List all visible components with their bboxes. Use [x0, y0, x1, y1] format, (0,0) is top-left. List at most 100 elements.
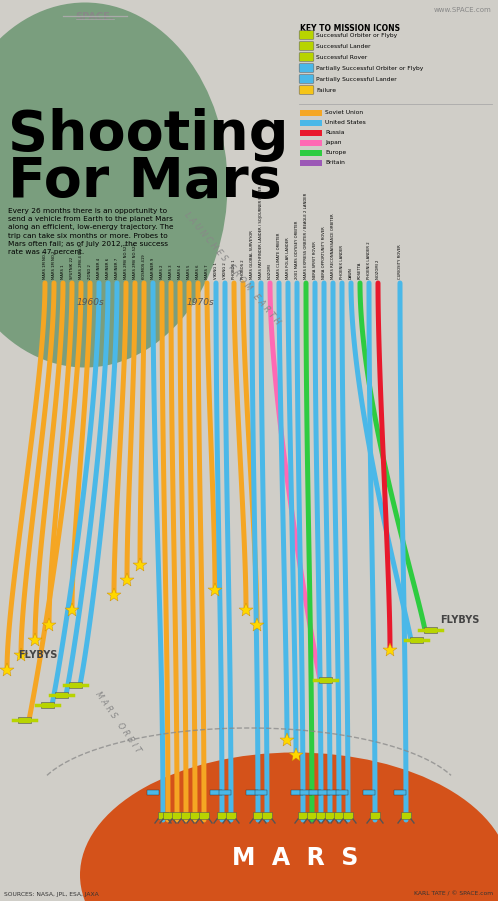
Bar: [309, 790, 321, 795]
Text: MARS 2MV-4 NO.1: MARS 2MV-4 NO.1: [79, 244, 83, 279]
Text: NOZOMI: NOZOMI: [268, 263, 272, 279]
Text: Successful Lander: Successful Lander: [316, 44, 371, 49]
Text: MARS 6: MARS 6: [196, 265, 200, 279]
Text: KARL TATE / © SPACE.com: KARL TATE / © SPACE.com: [414, 892, 493, 897]
Text: MARS 3: MARS 3: [169, 265, 173, 279]
Bar: [325, 812, 335, 819]
Bar: [334, 812, 344, 819]
Text: MARS RECONNAISSANCE ORBITER: MARS RECONNAISSANCE ORBITER: [331, 214, 335, 279]
Bar: [17, 717, 30, 723]
Text: DAWN: DAWN: [349, 268, 353, 279]
Text: Soviet Union: Soviet Union: [325, 110, 363, 115]
Bar: [253, 812, 263, 819]
Text: Successful Orbiter or Flyby: Successful Orbiter or Flyby: [316, 33, 397, 38]
Bar: [163, 812, 173, 819]
Bar: [318, 790, 330, 795]
Text: MARS 2: MARS 2: [160, 265, 164, 279]
Text: PHOBOS 2: PHOBOS 2: [241, 259, 245, 279]
Text: MARS 2MV NO.521: MARS 2MV NO.521: [124, 243, 128, 279]
Text: www.SPACE.com: www.SPACE.com: [433, 7, 491, 13]
Bar: [300, 160, 322, 166]
Text: MARS 1: MARS 1: [61, 265, 65, 279]
Text: NERA SPIRIT ROVER: NERA SPIRIT ROVER: [313, 241, 317, 279]
Text: Shooting: Shooting: [8, 108, 288, 162]
Bar: [181, 812, 191, 819]
Bar: [199, 812, 209, 819]
Bar: [210, 790, 222, 795]
Text: MARS GLOBAL SURVEYOR: MARS GLOBAL SURVEYOR: [250, 230, 254, 279]
Bar: [300, 110, 322, 115]
Text: PHOENIX LANDER 2: PHOENIX LANDER 2: [367, 241, 371, 279]
Text: MARS 1M NO.1: MARS 1M NO.1: [43, 250, 47, 279]
Text: United States: United States: [325, 121, 366, 125]
Bar: [336, 790, 348, 795]
Text: PHOENIX LANDER: PHOENIX LANDER: [340, 245, 344, 279]
Text: MARINER 6: MARINER 6: [106, 258, 110, 279]
Bar: [394, 790, 406, 795]
Text: M  A  R  S: M A R S: [232, 846, 358, 870]
Text: PHOBOS 1: PHOBOS 1: [232, 259, 236, 279]
FancyBboxPatch shape: [299, 86, 314, 95]
Bar: [190, 812, 200, 819]
Bar: [54, 692, 68, 698]
Text: NOZOMI 2: NOZOMI 2: [376, 259, 380, 279]
Text: SOURCES: NASA, JPL, ESA, JAXA: SOURCES: NASA, JPL, ESA, JAXA: [4, 892, 99, 897]
Bar: [246, 790, 258, 795]
Text: VIKING 2: VIKING 2: [223, 262, 227, 279]
Text: Every 26 months there is an opportunity to
send a vehicle from Earth to the plan: Every 26 months there is an opportunity …: [8, 208, 173, 255]
Text: For Mars: For Mars: [8, 155, 282, 209]
Text: M A R S   O R B I T: M A R S O R B I T: [94, 690, 142, 754]
Text: ROSETTA: ROSETTA: [358, 261, 362, 279]
Text: Europe: Europe: [325, 150, 346, 155]
Text: L A U N C H E S   F R O M   E A R T H: L A U N C H E S F R O M E A R T H: [182, 210, 282, 326]
Text: VIKING 1: VIKING 1: [214, 262, 218, 279]
Bar: [423, 627, 437, 633]
Text: MARS EXPRESS ORBITER / BEAGLE 2 LANDER: MARS EXPRESS ORBITER / BEAGLE 2 LANDER: [304, 193, 308, 279]
Bar: [255, 790, 267, 795]
Ellipse shape: [0, 3, 228, 368]
Bar: [409, 637, 422, 643]
Text: MARS 4: MARS 4: [178, 265, 182, 279]
Text: 1960s: 1960s: [76, 298, 104, 307]
Bar: [40, 702, 53, 708]
Text: Britain: Britain: [325, 160, 345, 165]
Bar: [300, 790, 312, 795]
Bar: [401, 812, 411, 819]
Text: KOSMOS 419: KOSMOS 419: [142, 254, 146, 279]
FancyBboxPatch shape: [299, 41, 314, 50]
Bar: [300, 140, 322, 145]
Text: MARS PATHFINDER LANDER / SOJOURNER ROVER: MARS PATHFINDER LANDER / SOJOURNER ROVER: [259, 186, 263, 279]
Text: MARS POLAR LANDER: MARS POLAR LANDER: [286, 237, 290, 279]
Text: MARINER 9: MARINER 9: [151, 258, 155, 279]
Text: Failure: Failure: [316, 88, 336, 93]
Ellipse shape: [80, 752, 498, 901]
FancyBboxPatch shape: [299, 52, 314, 61]
Bar: [217, 812, 227, 819]
Bar: [219, 790, 231, 795]
FancyBboxPatch shape: [299, 75, 314, 83]
Bar: [291, 790, 303, 795]
Text: MARS 2MV NO.522: MARS 2MV NO.522: [133, 243, 137, 279]
Text: Partially Successful Orbiter or Flyby: Partially Successful Orbiter or Flyby: [316, 66, 423, 71]
Bar: [172, 812, 182, 819]
Bar: [327, 790, 339, 795]
Text: MARS 5: MARS 5: [187, 265, 191, 279]
Bar: [300, 130, 322, 135]
Text: 2001 MARS ODYSSEY ORBITER: 2001 MARS ODYSSEY ORBITER: [295, 221, 299, 279]
Text: SPUTNIK 22: SPUTNIK 22: [70, 257, 74, 279]
Text: SPACE.: SPACE.: [76, 12, 114, 22]
Text: MARS 7: MARS 7: [205, 265, 209, 279]
Text: CURIOSITY ROVER: CURIOSITY ROVER: [398, 244, 402, 279]
Text: ZOND 2: ZOND 2: [88, 264, 92, 279]
Bar: [300, 150, 322, 156]
Text: MARINER 4: MARINER 4: [97, 258, 101, 279]
Text: MARS CLIMATE ORBITER: MARS CLIMATE ORBITER: [277, 232, 281, 279]
Bar: [147, 790, 159, 795]
FancyBboxPatch shape: [299, 31, 314, 40]
Bar: [226, 812, 236, 819]
Bar: [343, 812, 353, 819]
Bar: [262, 812, 272, 819]
Bar: [363, 790, 375, 795]
Bar: [158, 812, 168, 819]
Text: Japan: Japan: [325, 141, 342, 145]
